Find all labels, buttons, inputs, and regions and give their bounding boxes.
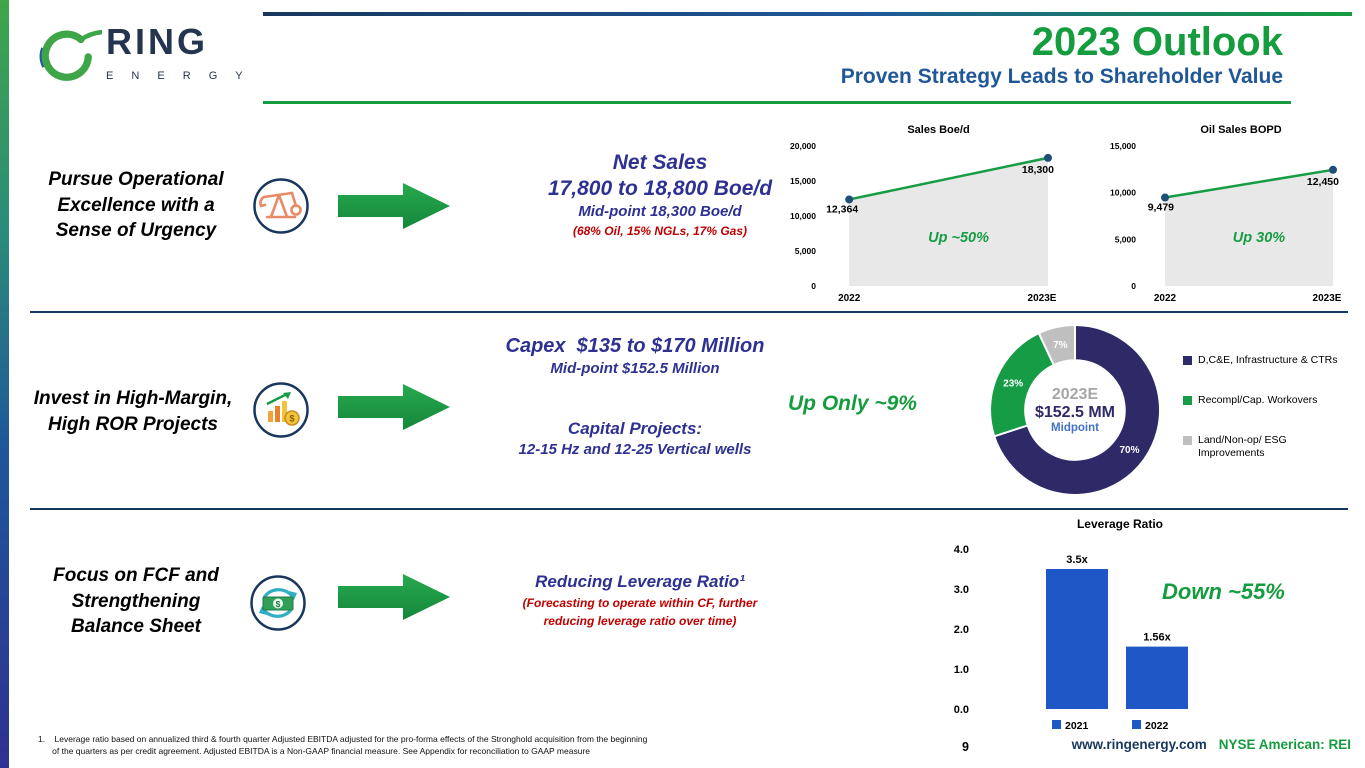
svg-text:4.0: 4.0 [954, 544, 969, 556]
net-sales-range: 17,800 to 18,800 Boe/d [547, 176, 773, 200]
footer-links: www.ringenergy.com NYSE American: REI [1072, 737, 1351, 752]
net-sales-midpoint: Mid-point 18,300 Boe/d [578, 203, 742, 221]
footnote: 1. Leverage ratio based on annualized th… [38, 734, 648, 756]
svg-text:7%: 7% [1053, 340, 1068, 351]
svg-text:15,000: 15,000 [790, 176, 816, 186]
row2-label: Invest in High-Margin, High ROR Projects [33, 388, 233, 435]
leverage-ratio-chart: Leverage Ratio 0.0 1.0 2.0 3.0 4.0 3.5x 1.56x 20… [945, 515, 1245, 737]
logo-text: RING E N E R G Y [106, 21, 251, 83]
logo-subtext: E N E R G Y [106, 70, 251, 82]
capital-projects-detail: 12-15 Hz and 12-25 Vertical wells [518, 441, 752, 459]
svg-text:Oil Sales BOPD: Oil Sales BOPD [1200, 124, 1281, 136]
svg-text:2021: 2021 [1065, 720, 1089, 732]
svg-text:0: 0 [811, 281, 816, 291]
leverage-block: Reducing Leverage Ratio¹ (Forecasting to… [470, 572, 810, 630]
net-sales-mix: (68% Oil, 15% NGLs, 17% Gas) [572, 224, 748, 239]
sales-boed-chart: Sales Boe/d 0 5,000 10,000 15,000 20,000 12,36… [775, 122, 1070, 304]
leverage-down-annotation: Down ~55% [1162, 579, 1285, 604]
capex-legend: D,C&E, Infrastructure & CTRs Recompl/Cap… [1183, 354, 1358, 461]
svg-text:12,364: 12,364 [826, 203, 858, 215]
svg-text:15,000: 15,000 [1110, 141, 1136, 151]
svg-text:2023E: 2023E [1028, 293, 1057, 304]
website-link[interactable]: www.ringenergy.com [1071, 737, 1207, 752]
svg-text:3.0: 3.0 [954, 584, 969, 596]
slide-title: 2023 Outlook [1031, 20, 1283, 64]
svg-text:0.0: 0.0 [954, 704, 969, 716]
svg-text:3.5x: 3.5x [1066, 554, 1088, 566]
row3-label: Focus on FCF and Strengthening Balance S… [53, 565, 219, 638]
capex-title: Capex $135 to $170 Million [505, 335, 765, 357]
net-sales-title: Net Sales [612, 151, 708, 174]
capex-donut-chart: 70% 23% 7% [988, 323, 1162, 497]
legend-item-land-esg: Land/Non-op/ ESG Improvements [1183, 434, 1358, 460]
svg-text:9,479: 9,479 [1148, 202, 1174, 214]
svg-text:5,000: 5,000 [795, 246, 817, 256]
header-top-rule [263, 12, 1352, 16]
svg-text:2022: 2022 [1145, 720, 1169, 732]
svg-text:1.0: 1.0 [954, 664, 969, 676]
capex-midpoint: Mid-point $152.5 Million [550, 360, 720, 377]
svg-text:5,000: 5,000 [1115, 234, 1137, 244]
capex-block: Capex $135 to $170 Million Mid-point $15… [460, 334, 810, 458]
cash-cycle-icon: $ [249, 574, 307, 632]
svg-text:$: $ [289, 414, 294, 424]
arrow-right-icon-1 [338, 183, 450, 229]
svg-text:2.0: 2.0 [954, 624, 969, 636]
svg-text:18,300: 18,300 [1022, 164, 1054, 176]
row-separator-2 [30, 508, 1348, 510]
svg-text:20,000: 20,000 [790, 141, 816, 151]
svg-text:12,450: 12,450 [1307, 176, 1339, 188]
arrow-right-icon-3 [338, 574, 450, 620]
legend-swatch-navy [1183, 356, 1192, 365]
legend-item-workovers: Recompl/Cap. Workovers [1183, 394, 1358, 407]
svg-text:Sales Boe/d: Sales Boe/d [907, 124, 969, 136]
ring-energy-logo: RING E N E R G Y [36, 24, 250, 88]
ticker-label: NYSE American: REI [1218, 737, 1351, 752]
pumpjack-icon [252, 177, 310, 235]
net-sales-block: Net Sales 17,800 to 18,800 Boe/d Mid-poi… [480, 150, 840, 241]
svg-text:1.56x: 1.56x [1143, 632, 1171, 644]
row1-label: Pursue Operational Excellence with a Sen… [48, 169, 224, 242]
slide-subtitle: Proven Strategy Leads to Shareholder Val… [840, 65, 1283, 88]
capex-bars-icon: $ [252, 381, 310, 439]
svg-text:70%: 70% [1119, 445, 1139, 456]
leverage-note: (Forecasting to operate within CF, furth… [522, 596, 758, 628]
svg-text:23%: 23% [1003, 379, 1023, 390]
legend-swatch-gray [1183, 436, 1192, 446]
arrow-right-icon-2 [338, 384, 450, 430]
svg-text:$: $ [276, 599, 281, 609]
oil-sales-bopd-chart: Oil Sales BOPD 0 5,000 10,000 15,000 9,479 12,… [1095, 122, 1355, 304]
svg-text:0: 0 [1131, 281, 1136, 291]
svg-text:2022: 2022 [838, 293, 861, 304]
leverage-title: Reducing Leverage Ratio¹ [535, 572, 745, 591]
svg-text:10,000: 10,000 [790, 211, 816, 221]
header-title-block: 2023 Outlook Proven Strategy Leads to Sh… [841, 20, 1283, 89]
svg-text:Up 30%: Up 30% [1233, 230, 1285, 246]
legend-swatch-green [1183, 396, 1192, 406]
svg-text:Up ~50%: Up ~50% [928, 230, 989, 246]
logo-name: RING [106, 21, 208, 62]
left-gradient-bar [0, 0, 9, 768]
page-number: 9 [962, 740, 969, 754]
svg-text:10,000: 10,000 [1110, 188, 1136, 198]
legend-item-dce: D,C&E, Infrastructure & CTRs [1183, 354, 1358, 367]
svg-text:2023E: 2023E [1313, 293, 1342, 304]
capex-up-annotation: Up Only ~9% [788, 392, 917, 415]
svg-text:2022: 2022 [1154, 293, 1177, 304]
logo-swoosh-icon [39, 29, 102, 81]
header-underline [263, 101, 1291, 104]
row-separator-1 [30, 311, 1348, 313]
capital-projects-title: Capital Projects: [567, 419, 703, 438]
svg-text:Leverage Ratio: Leverage Ratio [1077, 517, 1163, 531]
